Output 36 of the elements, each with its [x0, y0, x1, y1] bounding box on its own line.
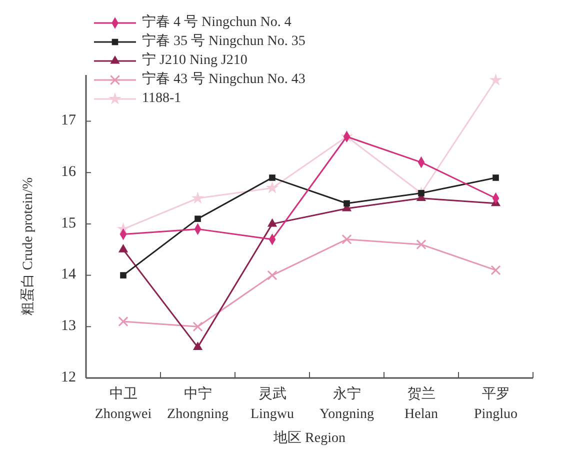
point	[118, 244, 128, 252]
y-tick-label: 13	[61, 318, 76, 334]
x-tick-label: 贺兰 Helan	[404, 386, 438, 422]
point	[267, 270, 278, 280]
point	[344, 200, 350, 207]
point	[191, 192, 204, 204]
legend-label: 宁 J210 Ning J210	[142, 52, 248, 68]
y-tick-label: 16	[61, 164, 76, 180]
x-tick-label: 中宁 Zhongning	[167, 386, 228, 422]
legend-label: 1188-1	[142, 91, 182, 106]
y-axis-title: 粗蛋白 Crude protein/%	[20, 176, 36, 316]
x-tick-label: 平罗 Pingluo	[474, 387, 518, 422]
y-tick-label: 15	[61, 215, 76, 232]
point	[490, 265, 501, 276]
point	[416, 239, 426, 250]
point	[342, 234, 352, 244]
point	[492, 174, 499, 181]
legend-label: 宁春 35 号 Ningchun No. 35	[142, 33, 306, 50]
y-tick-label: 17	[61, 112, 76, 129]
x-tick-label: 灵武 Lingwu	[250, 386, 294, 422]
x-tick-label: 永宁 Yongning	[319, 386, 374, 422]
point	[192, 322, 203, 332]
point	[192, 342, 203, 350]
point	[266, 181, 279, 194]
legend-label: 宁春 4 号 Ningchun No. 4	[142, 14, 292, 30]
x-axis-title: 地区 Region	[272, 430, 346, 446]
point	[120, 272, 126, 278]
y-tick-label: 12	[61, 369, 76, 386]
point	[269, 174, 276, 181]
legend-label: 宁春 43 号 Ningchun No. 43	[142, 71, 306, 88]
point	[118, 316, 128, 327]
point	[267, 218, 278, 227]
y-tick-label: 14	[61, 266, 76, 283]
point	[194, 216, 201, 222]
point	[489, 73, 502, 86]
x-tick-label: 中卫 Zhongwei	[94, 386, 152, 422]
